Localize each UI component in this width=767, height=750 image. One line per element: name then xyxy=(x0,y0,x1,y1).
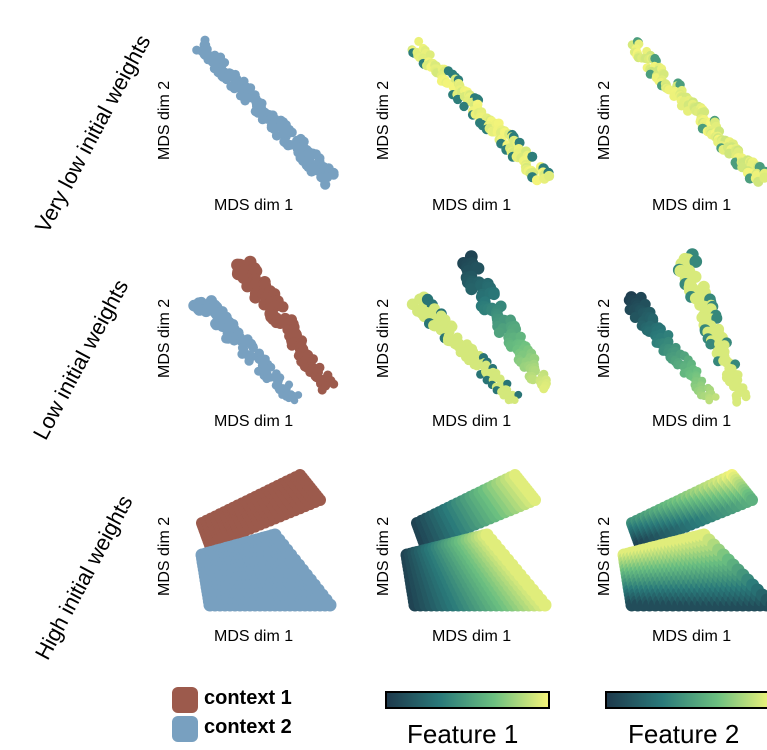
colorbar-feature-1 xyxy=(385,691,550,709)
x-axis-label: MDS dim 1 xyxy=(214,197,293,215)
data-point-context-1 xyxy=(314,494,326,506)
y-axis-label: MDS dim 2 xyxy=(156,517,174,596)
x-axis-label: MDS dim 1 xyxy=(432,197,511,215)
data-point xyxy=(511,396,519,404)
panel-row1-feature1 xyxy=(395,30,565,195)
data-point-context-2 xyxy=(291,397,299,405)
data-point xyxy=(539,384,548,393)
x-axis-label: MDS dim 1 xyxy=(652,628,731,646)
x-axis-label: MDS dim 1 xyxy=(432,628,511,646)
data-point xyxy=(544,171,554,181)
data-point xyxy=(732,398,741,407)
legend-label-context-2: context 2 xyxy=(204,716,292,739)
data-point-context-2 xyxy=(244,356,253,365)
row-label-3: High initial weights xyxy=(30,491,138,664)
x-axis-label: MDS dim 1 xyxy=(214,628,293,646)
panel-row1-context xyxy=(180,30,350,195)
data-point xyxy=(529,494,541,506)
data-point xyxy=(742,392,751,401)
colorbar-feature-2 xyxy=(605,691,767,709)
panel-row3-feature2 xyxy=(612,465,767,630)
colorbar-label-feature-2: Feature 2 xyxy=(628,719,739,750)
y-axis-label: MDS dim 2 xyxy=(375,517,393,596)
panel-row2-feature1 xyxy=(395,250,565,415)
row-label-2: Low initial weights xyxy=(28,275,134,444)
panel-row3-feature1 xyxy=(395,465,565,630)
data-point xyxy=(712,393,720,401)
data-point-context-2 xyxy=(329,170,339,180)
y-axis-label: MDS dim 2 xyxy=(596,517,614,596)
data-point-context-1 xyxy=(318,386,327,395)
data-point-context-1 xyxy=(329,380,338,389)
legend-swatch-context-1 xyxy=(172,687,198,713)
row-label-1: Very low initial weights xyxy=(30,31,156,238)
data-point xyxy=(488,289,500,301)
y-axis-label: MDS dim 2 xyxy=(156,81,174,160)
x-axis-label: MDS dim 1 xyxy=(432,413,511,431)
panel-row2-context xyxy=(180,250,350,415)
y-axis-label: MDS dim 2 xyxy=(375,299,393,378)
y-axis-label: MDS dim 2 xyxy=(596,81,614,160)
colorbar-label-feature-1: Feature 1 xyxy=(407,719,518,750)
x-axis-label: MDS dim 1 xyxy=(652,197,731,215)
data-point-context-2 xyxy=(320,180,330,190)
data-point xyxy=(705,397,713,405)
y-axis-label: MDS dim 2 xyxy=(156,299,174,378)
data-point xyxy=(527,152,537,162)
y-axis-label: MDS dim 2 xyxy=(596,299,614,378)
panel-row3-context xyxy=(180,465,350,630)
data-point-context-1 xyxy=(277,301,288,312)
legend-label-context-1: context 1 xyxy=(204,687,292,710)
legend-swatch-context-2 xyxy=(172,716,198,742)
panel-row1-feature2 xyxy=(612,30,767,195)
x-axis-label: MDS dim 1 xyxy=(652,413,731,431)
y-axis-label: MDS dim 2 xyxy=(375,81,393,160)
data-point xyxy=(539,599,552,612)
data-point-context-2 xyxy=(324,599,337,612)
panel-row2-feature2 xyxy=(612,250,767,415)
data-point xyxy=(494,327,505,338)
data-point xyxy=(746,494,758,506)
x-axis-label: MDS dim 1 xyxy=(214,413,293,431)
data-point-context-2 xyxy=(287,128,297,138)
